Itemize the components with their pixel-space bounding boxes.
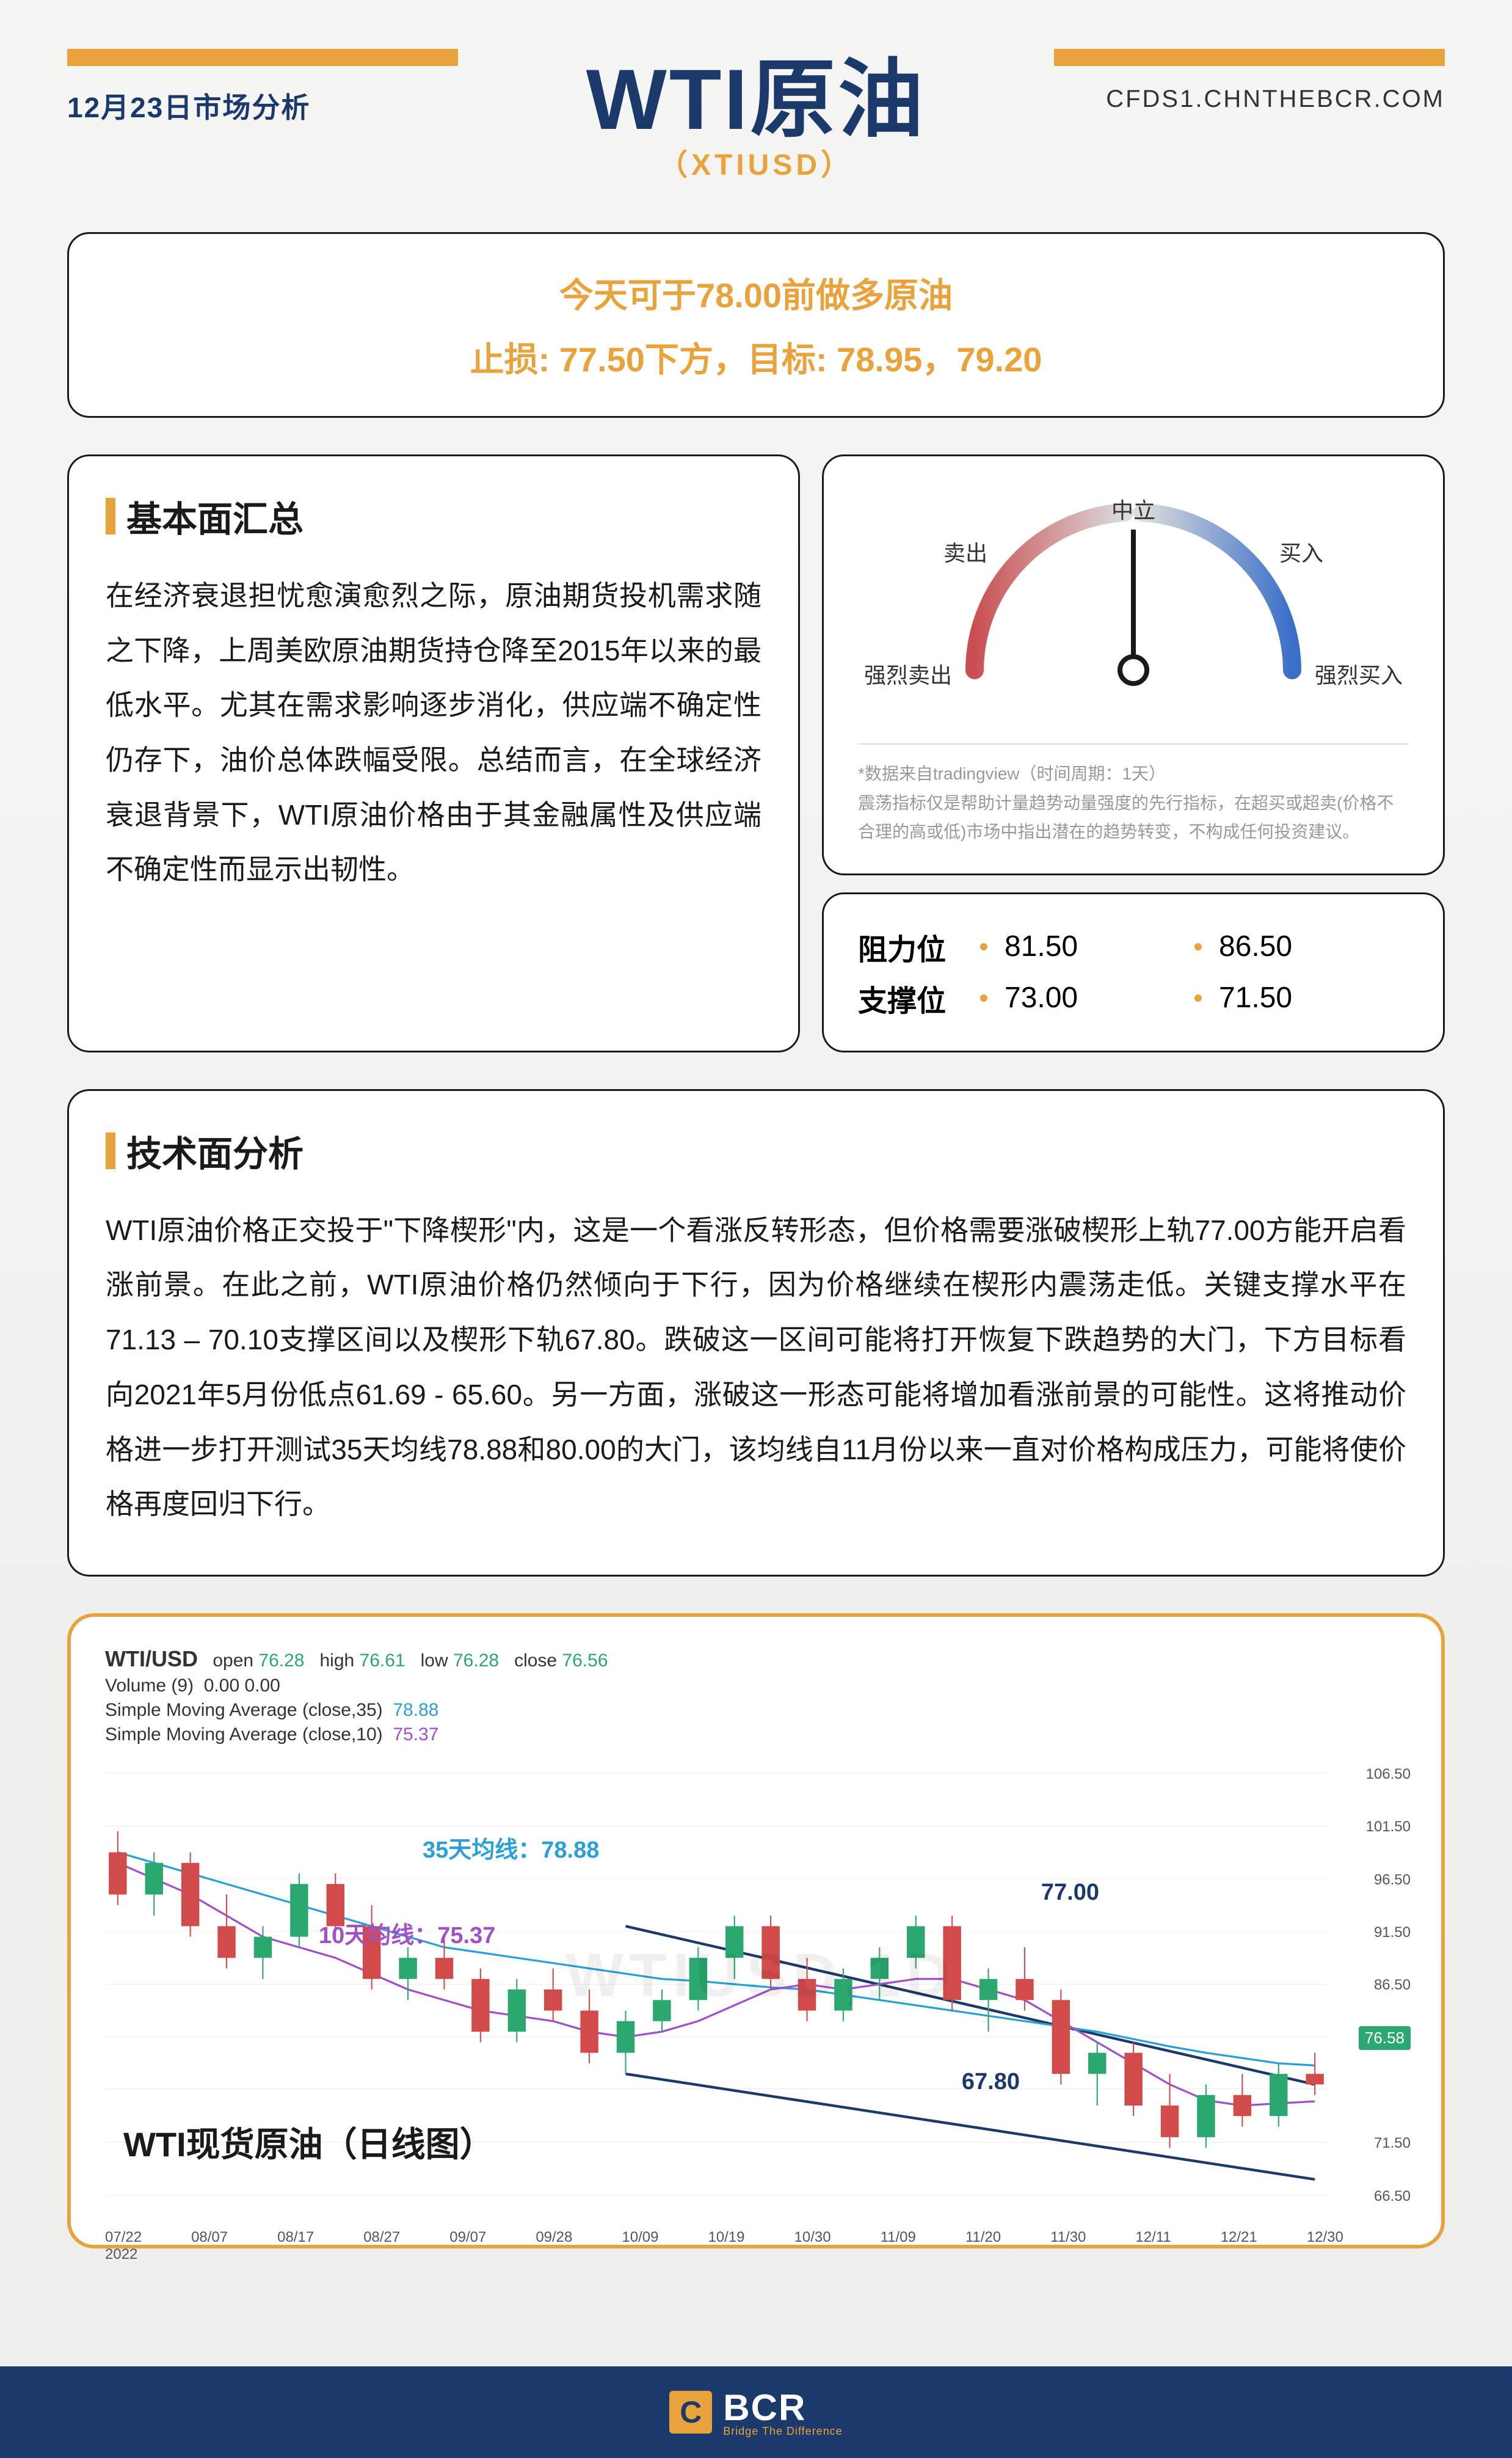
levels-card: 阻力位 81.50 86.50 支撑位 73.00 71.50 bbox=[822, 892, 1445, 1052]
gauge-label-buy: 买入 bbox=[1279, 536, 1323, 567]
chart-volume-row: Volume (9) 0.00 0.00 bbox=[105, 1676, 1417, 1696]
logo-icon: C bbox=[669, 2391, 712, 2434]
title-accent-bar bbox=[106, 1132, 115, 1169]
ma10-annotation: 10天均线：75.37 bbox=[319, 1916, 495, 1950]
x-axis-tick: 11/30 bbox=[1050, 2229, 1086, 2263]
title-accent-bar bbox=[106, 498, 115, 534]
date-accent-bar bbox=[67, 49, 458, 66]
sentiment-gauge-card: 中立 卖出 买入 强烈卖出 强烈买入 *数据来自tradingview（时间周期… bbox=[822, 454, 1445, 875]
y-axis-tick: 96.50 bbox=[1374, 1872, 1411, 1889]
ma35-annotation: 35天均线：78.88 bbox=[423, 1831, 599, 1864]
page-title: WTI原油 bbox=[586, 31, 926, 154]
symbol-subtitle: （XTIUSD） bbox=[658, 140, 854, 183]
upper-wedge-annotation: 77.00 bbox=[1041, 1880, 1099, 1906]
x-axis-tick: 09/07 bbox=[449, 2229, 486, 2263]
fundamentals-title: 基本面汇总 bbox=[126, 491, 303, 542]
support-label: 支撑位 bbox=[858, 977, 980, 1019]
footer: C BCR Bridge The Difference bbox=[0, 2366, 1512, 2458]
gauge-label-strong-sell: 强烈卖出 bbox=[864, 658, 952, 690]
price-chart-card: WTI/USD open 76.28 high 76.61 low 76.28 … bbox=[67, 1613, 1445, 2248]
logo-text: BCR bbox=[723, 2387, 842, 2429]
current-price-tag: 76.58 bbox=[1359, 2026, 1411, 2050]
trade-idea-line1: 今天可于78.00前做多原油 bbox=[69, 268, 1443, 318]
y-axis-tick: 106.50 bbox=[1366, 1766, 1411, 1783]
support-2: 71.50 bbox=[1219, 981, 1292, 1015]
x-axis-tick: 11/20 bbox=[965, 2229, 1001, 2263]
x-axis-tick: 08/27 bbox=[363, 2229, 400, 2263]
bullet-icon bbox=[980, 994, 987, 1002]
x-axis-tick: 10/30 bbox=[794, 2229, 831, 2263]
chart-watermark: WTIUSD,1D bbox=[565, 1941, 956, 2011]
technical-title: 技术面分析 bbox=[126, 1125, 303, 1176]
technical-card: 技术面分析 WTI原油价格正交投于"下降楔形"内，这是一个看涨反转形态，但价格需… bbox=[67, 1089, 1445, 1577]
chart-ohlc-row: WTI/USD open 76.28 high 76.61 low 76.28 … bbox=[105, 1646, 1417, 1672]
source-url: CFDS1.CHNTHEBCR.COM bbox=[1106, 86, 1445, 113]
y-axis-tick: 91.50 bbox=[1374, 1924, 1411, 1941]
lower-wedge-annotation: 67.80 bbox=[962, 2069, 1020, 2095]
resistance-label: 阻力位 bbox=[858, 925, 980, 968]
bullet-icon bbox=[1194, 943, 1202, 950]
x-axis-tick: 07/22 2022 bbox=[105, 2229, 142, 2263]
bullet-icon bbox=[980, 943, 987, 950]
trade-idea-line2: 止损: 77.50下方，目标: 78.95，79.20 bbox=[69, 332, 1443, 382]
gauge-disclaimer: 震荡指标仅是帮助计量趋势动量强度的先行指标，在超买或超卖(价格不合理的高或低)市… bbox=[858, 789, 1409, 847]
x-axis-tick: 09/28 bbox=[536, 2229, 572, 2263]
chart-x-axis: 07/22 2022 08/07 08/17 08/27 09/07 09/28 10/09… bbox=[105, 2229, 1417, 2263]
x-axis-tick: 12/11 bbox=[1135, 2229, 1171, 2263]
chart-sma10-row: Simple Moving Average (close,10) 75.37 bbox=[105, 1724, 1417, 1745]
technical-body: WTI原油价格正交投于"下降楔形"内，这是一个看涨反转形态，但价格需要涨破楔形上… bbox=[106, 1203, 1406, 1532]
support-1: 73.00 bbox=[1005, 981, 1078, 1015]
x-axis-tick: 11/09 bbox=[881, 2229, 916, 2263]
gauge-label-sell: 卖出 bbox=[943, 536, 987, 567]
chart-plot-area: WTIUSD,1D 35天均线：78.88 10天均线：75.37 77.00 … bbox=[105, 1757, 1417, 2222]
header: 12月23日市场分析 WTI原油 （XTIUSD） CFDS1.CHNTHEBC… bbox=[67, 49, 1445, 195]
fundamentals-body: 在经济衰退担忧愈演愈烈之际，原油期货投机需求随之下降，上周美欧原油期货持仓降至2… bbox=[106, 569, 761, 897]
x-axis-tick: 08/17 bbox=[277, 2229, 314, 2263]
resistance-1: 81.50 bbox=[1005, 930, 1078, 963]
divider bbox=[858, 743, 1409, 745]
x-axis-tick: 12/21 bbox=[1221, 2229, 1257, 2263]
gauge-source: *数据来自tradingview（时间周期：1天） bbox=[858, 759, 1409, 789]
y-axis-tick: 101.50 bbox=[1366, 1818, 1411, 1836]
url-accent-bar bbox=[1054, 49, 1445, 66]
x-axis-tick: 10/09 bbox=[622, 2229, 658, 2263]
x-axis-tick: 12/30 bbox=[1307, 2229, 1343, 2263]
sentiment-gauge: 中立 卖出 买入 强烈卖出 强烈买入 bbox=[858, 487, 1409, 731]
resistance-2: 86.50 bbox=[1219, 930, 1292, 963]
x-axis-tick: 10/19 bbox=[708, 2229, 744, 2263]
y-axis-tick: 86.50 bbox=[1374, 1977, 1411, 1994]
trade-summary-card: 今天可于78.00前做多原油 止损: 77.50下方，目标: 78.95，79.… bbox=[67, 232, 1445, 418]
gauge-label-strong-buy: 强烈买入 bbox=[1315, 658, 1403, 690]
y-axis-tick: 66.50 bbox=[1374, 2188, 1411, 2205]
gauge-label-neutral: 中立 bbox=[1111, 493, 1155, 525]
analysis-date: 12月23日市场分析 bbox=[67, 86, 310, 126]
fundamentals-card: 基本面汇总 在经济衰退担忧愈演愈烈之际，原油期货投机需求随之下降，上周美欧原油期… bbox=[67, 454, 800, 1052]
footer-tagline: Bridge The Difference bbox=[723, 2425, 842, 2438]
x-axis-tick: 08/07 bbox=[191, 2229, 228, 2263]
chart-title-overlay: WTI现货原油（日线图） bbox=[123, 2117, 494, 2167]
y-axis-tick: 71.50 bbox=[1374, 2135, 1411, 2152]
chart-sma35-row: Simple Moving Average (close,35) 78.88 bbox=[105, 1700, 1417, 1721]
bullet-icon bbox=[1194, 994, 1202, 1002]
